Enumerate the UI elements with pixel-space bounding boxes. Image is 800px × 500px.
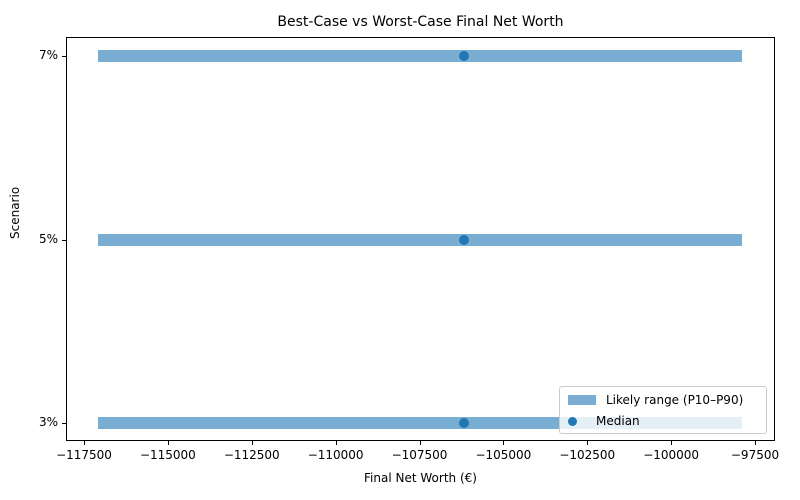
x-tick-label: −102500 xyxy=(559,448,616,462)
legend-median-label: Median xyxy=(596,414,640,428)
y-tick-label: 3% xyxy=(38,415,58,429)
median-marker xyxy=(459,51,470,61)
x-tick-mark xyxy=(84,441,85,445)
x-tick-mark xyxy=(755,441,756,445)
y-tick-label: 5% xyxy=(38,232,58,246)
legend-item-range: Likely range (P10–P90) xyxy=(568,393,743,407)
x-tick-mark xyxy=(167,441,169,445)
chart-title: Best-Case vs Worst-Case Final Net Worth xyxy=(277,14,564,30)
y-tick-mark xyxy=(62,56,66,57)
x-tick-mark xyxy=(503,441,505,445)
x-tick-mark xyxy=(335,441,337,445)
y-tick-mark xyxy=(62,423,66,424)
y-tick-label: 7% xyxy=(38,48,58,62)
x-tick-label: −107500 xyxy=(391,448,448,462)
range-bar xyxy=(98,234,742,246)
x-tick-label: −100000 xyxy=(643,448,700,462)
x-tick-label: −105000 xyxy=(475,448,532,462)
range-swatch-icon xyxy=(568,395,596,405)
y-tick-mark xyxy=(62,240,66,241)
legend-item-median: Median xyxy=(568,414,640,428)
x-tick-label: −97500 xyxy=(730,448,780,462)
median-marker xyxy=(459,418,470,428)
x-tick-label: −115000 xyxy=(139,448,196,462)
range-bar xyxy=(98,50,742,62)
x-axis-label: Final Net Worth (€) xyxy=(364,471,477,485)
plot-area xyxy=(66,37,775,441)
x-tick-label: −110000 xyxy=(307,448,364,462)
x-tick-mark xyxy=(251,441,253,445)
x-tick-mark xyxy=(671,441,673,445)
median-marker xyxy=(459,235,470,245)
legend: Likely range (P10–P90) Median xyxy=(559,386,767,434)
x-tick-label: −117500 xyxy=(56,448,112,462)
x-tick-mark xyxy=(587,441,589,445)
legend-range-label: Likely range (P10–P90) xyxy=(606,393,744,407)
x-tick-mark xyxy=(419,441,421,445)
x-tick-label: −112500 xyxy=(223,448,280,462)
median-dot-icon xyxy=(568,416,577,426)
